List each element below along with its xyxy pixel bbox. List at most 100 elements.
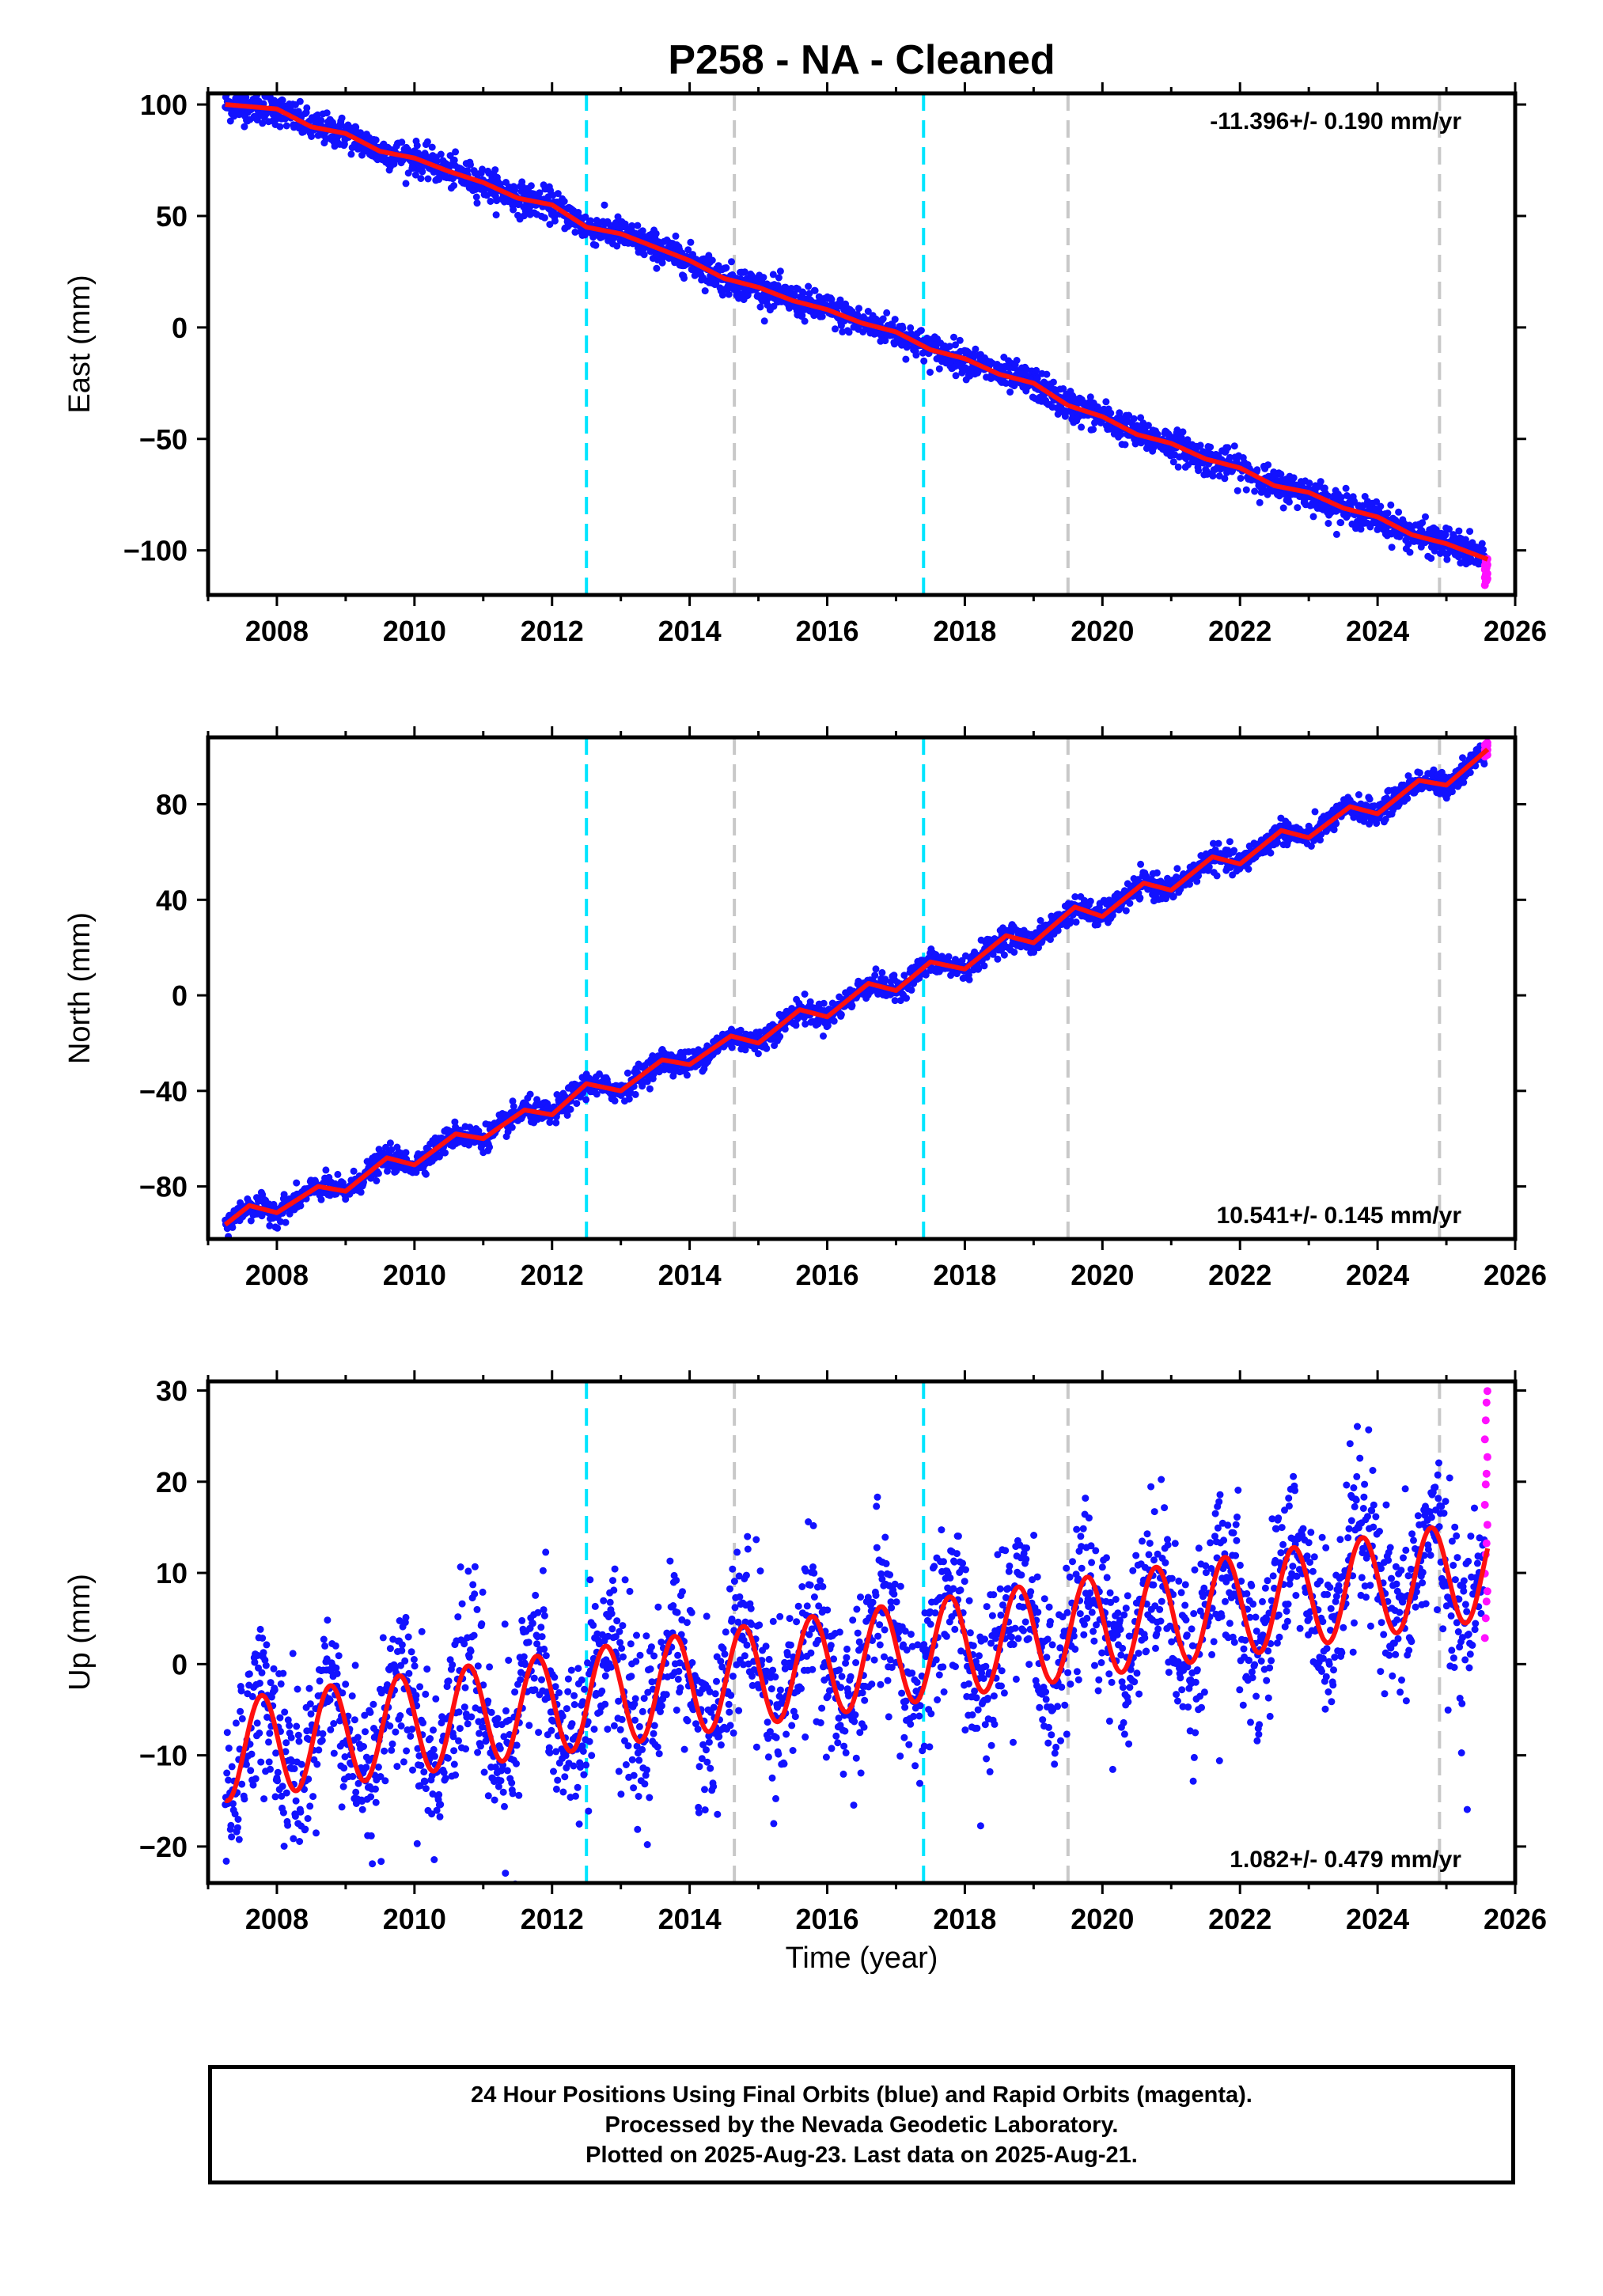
x-tick-label: 2024 [1346, 615, 1409, 647]
x-tick-label: 2022 [1208, 1259, 1271, 1291]
data-point [1480, 760, 1488, 768]
data-point [854, 310, 862, 318]
data-point [801, 991, 809, 998]
data-point [226, 117, 234, 125]
data-point [1086, 393, 1094, 401]
data-point [242, 93, 250, 101]
data-point [1366, 795, 1374, 803]
data-point [1169, 458, 1177, 466]
data-point [1061, 412, 1069, 420]
data-point [1116, 409, 1124, 417]
data-point [1480, 546, 1487, 554]
data-point [805, 282, 813, 290]
x-tick-label: 2010 [383, 1259, 446, 1291]
y-tick-label: −50 [139, 423, 188, 456]
data-point [763, 1044, 771, 1052]
data-point [296, 97, 304, 105]
data-point [683, 1071, 691, 1079]
data-point [540, 214, 548, 222]
data-point [760, 317, 768, 325]
data-point [820, 1032, 827, 1040]
x-tick-label: 2008 [245, 615, 309, 647]
data-point [601, 201, 608, 209]
data-point [1153, 869, 1161, 877]
data-point [552, 1119, 560, 1127]
data-point [1337, 519, 1345, 527]
y-tick-label: 40 [156, 884, 188, 916]
data-point [411, 171, 419, 179]
data-point [1207, 443, 1215, 451]
data-point [872, 965, 880, 973]
data-point [222, 1857, 230, 1865]
data-point [433, 157, 441, 165]
data-point [684, 246, 692, 254]
data-point [756, 303, 764, 311]
data-point [614, 213, 622, 221]
data-point [1256, 498, 1264, 506]
data-point [1033, 366, 1040, 374]
data-point [303, 104, 311, 112]
data-point [1237, 475, 1245, 482]
data-point [508, 1123, 516, 1131]
data-point [1279, 504, 1287, 512]
x-tick-label: 2016 [795, 1259, 858, 1291]
data-point [317, 1195, 325, 1203]
x-tick-label: 2014 [658, 615, 722, 647]
data-point [878, 968, 886, 976]
data-point [1221, 475, 1229, 483]
data-point [571, 228, 579, 236]
data-point [625, 1095, 633, 1103]
data-point [820, 999, 828, 1007]
x-tick-label: 2018 [933, 1259, 996, 1291]
data-point [1049, 378, 1057, 386]
data-point [1355, 791, 1362, 798]
data-point [754, 1050, 762, 1058]
data-point [855, 305, 862, 313]
data-point [1226, 453, 1234, 461]
data-point [899, 324, 907, 332]
data-point [655, 238, 662, 246]
data-point [1264, 491, 1271, 498]
x-tick-label: 2008 [245, 1259, 309, 1291]
x-tick-label: 2026 [1484, 615, 1547, 647]
data-point [848, 1002, 856, 1010]
y-axis-label: East (mm) [63, 275, 97, 413]
data-point [836, 296, 844, 304]
data-point [417, 175, 425, 183]
y-tick-label: 50 [156, 200, 188, 233]
data-point [672, 232, 680, 240]
data-point [801, 317, 809, 325]
data-point [920, 357, 928, 365]
data-point [1277, 470, 1285, 478]
plot-frame [206, 91, 1518, 597]
data-point [317, 116, 325, 124]
data-point [1466, 769, 1474, 776]
data-point [1466, 528, 1474, 536]
data-point [640, 251, 648, 259]
data-point [1351, 498, 1358, 506]
data-point [902, 355, 910, 363]
data-point [837, 1010, 845, 1018]
data-point [1422, 513, 1429, 521]
data-point [293, 1179, 301, 1187]
data-point [227, 1821, 235, 1829]
data-point [760, 274, 767, 282]
data-point [1427, 555, 1435, 563]
data-point [935, 365, 943, 373]
data-point [1377, 502, 1385, 510]
y-axis-label: North (mm) [63, 912, 97, 1064]
data-point [776, 267, 784, 275]
data-point [1387, 501, 1395, 509]
data-point [473, 199, 481, 207]
data-point [228, 1763, 236, 1771]
data-point [1033, 374, 1041, 382]
x-tick-label: 2016 [795, 615, 858, 647]
data-point [994, 955, 1002, 963]
data-point [871, 972, 879, 979]
data-point [479, 165, 486, 173]
velocity-rate-label: -11.396+/- 0.190 mm/yr [1210, 108, 1461, 135]
data-point [450, 182, 458, 189]
x-tick-label: 2020 [1071, 1259, 1134, 1291]
data-point [1086, 897, 1094, 905]
data-point [1309, 513, 1317, 521]
